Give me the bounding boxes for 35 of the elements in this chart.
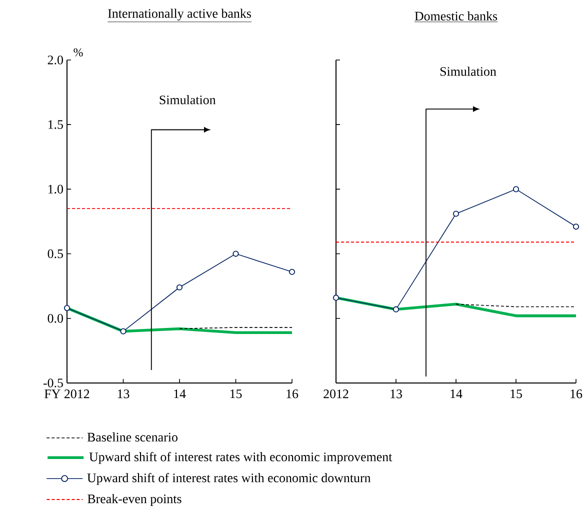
x-tick-label: 14 bbox=[450, 390, 462, 398]
chart-title: Internationally active banks bbox=[108, 8, 251, 20]
y-tick-label: 1.5 bbox=[48, 120, 63, 129]
x-tick-label: 14 bbox=[174, 390, 186, 398]
y-tick-label: 0.5 bbox=[48, 249, 63, 258]
y-tick-label: 0.0 bbox=[48, 314, 63, 323]
legend-label: Upward shift of interest rates with economic downturn bbox=[87, 473, 371, 485]
annotation: Simulation bbox=[160, 95, 216, 104]
y-tick-label: -0.5 bbox=[43, 378, 63, 388]
y-axis-title: % bbox=[74, 48, 83, 56]
point bbox=[452, 210, 460, 217]
y-tick-label: 2.0 bbox=[48, 56, 63, 64]
point bbox=[120, 328, 126, 334]
chart-title: Domestic banks bbox=[414, 11, 498, 20]
point bbox=[64, 305, 70, 312]
point bbox=[572, 224, 580, 230]
x-tick-label: 15 bbox=[510, 390, 522, 398]
point bbox=[512, 186, 520, 192]
legend-label: Upward shift of interest rates with economic improvement bbox=[89, 452, 392, 464]
x-tick-label: 16 bbox=[570, 390, 582, 398]
y-tick-label: 1.0 bbox=[48, 184, 63, 194]
point bbox=[176, 284, 183, 290]
legend-label: Break-even points bbox=[88, 494, 182, 506]
x-tick-label: 2012 bbox=[324, 390, 348, 398]
point bbox=[392, 306, 400, 312]
point bbox=[332, 294, 340, 301]
x-tick-label: 15 bbox=[230, 390, 242, 398]
x-tick-label: 13 bbox=[118, 390, 130, 398]
legend-label: Baseline scenario bbox=[87, 432, 178, 442]
annotation: Simulation bbox=[440, 66, 496, 76]
x-tick-label: 13 bbox=[390, 390, 402, 398]
point bbox=[288, 268, 296, 275]
point bbox=[232, 250, 239, 257]
x-tick-label: 16 bbox=[286, 390, 298, 398]
x-tick-label: FY 2012 bbox=[44, 390, 90, 398]
